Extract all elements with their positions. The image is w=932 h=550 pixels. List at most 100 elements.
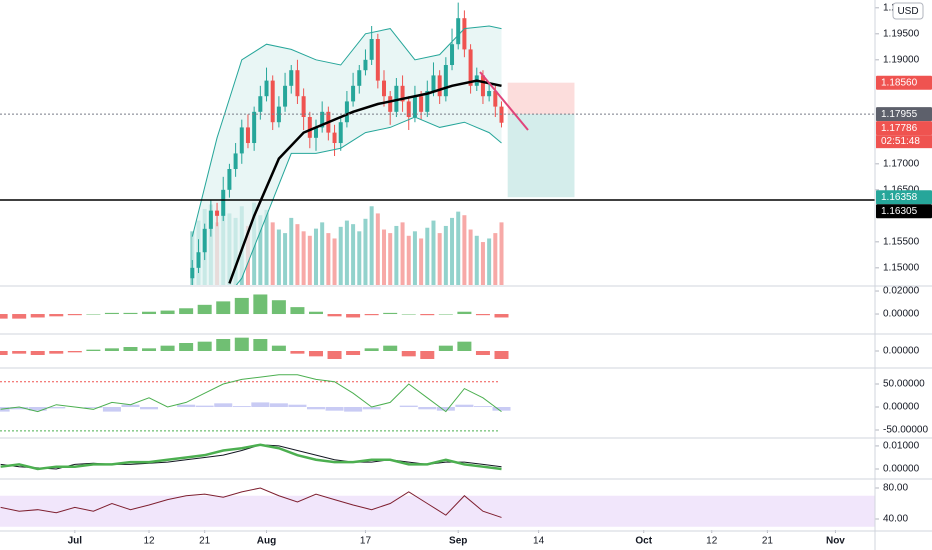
histogram-bar <box>438 314 453 315</box>
histogram-bar <box>104 312 119 315</box>
histogram-bar <box>234 337 249 351</box>
oscillator-bar <box>455 404 474 408</box>
histogram-bar <box>290 351 305 354</box>
oscillator-bar <box>473 406 492 408</box>
volume-bar <box>462 215 467 285</box>
candle-body <box>338 122 343 144</box>
x-tick-label: Sep <box>449 536 467 547</box>
oscillator-bar <box>140 407 159 410</box>
currency-box <box>892 2 924 20</box>
volume-bar <box>450 217 455 285</box>
candle-body <box>456 18 461 45</box>
histogram-bar <box>364 348 379 351</box>
y-tick-label: -50.00000 <box>883 425 928 436</box>
volume-bar <box>406 235 411 285</box>
histogram-bar <box>364 314 379 316</box>
histogram-bar <box>290 307 305 315</box>
candle-body <box>252 111 257 144</box>
histogram-bar <box>179 343 194 351</box>
oscillator-bar <box>492 407 511 411</box>
position-risk <box>507 82 575 115</box>
y-tick-label: 1.17000 <box>883 158 920 169</box>
oscillator-bar <box>269 403 288 408</box>
candle-body <box>289 70 294 86</box>
overlay-line <box>228 79 502 284</box>
x-tick-label: Oct <box>635 536 652 547</box>
histogram-bar <box>142 311 157 315</box>
y-tick-label: 0.00000 <box>883 464 920 475</box>
candle-body <box>313 127 318 138</box>
oscillator-bar <box>214 403 233 408</box>
oscillator-bar <box>399 405 418 408</box>
histogram-bar <box>438 345 453 351</box>
histogram-bar <box>179 308 194 315</box>
volume-bar <box>363 218 368 285</box>
volume-bar <box>258 215 263 285</box>
candle-body <box>320 111 325 128</box>
candle-body <box>190 267 195 279</box>
candle-body <box>344 101 349 123</box>
overlay-line <box>191 25 502 237</box>
candle-body <box>382 80 387 97</box>
histogram-bar <box>67 351 82 353</box>
oscillator-bar <box>418 407 437 410</box>
oscillator-bar <box>232 406 251 408</box>
indicator-line <box>0 443 502 471</box>
oscillator-bar <box>0 407 10 412</box>
histogram-bar <box>197 304 212 315</box>
histogram-bar <box>0 351 8 355</box>
oscillator-bar <box>84 407 103 408</box>
histogram-bar <box>253 339 268 351</box>
histogram-bar <box>271 345 286 351</box>
y-tick-label: 40.00 <box>883 514 908 525</box>
histogram-bar <box>494 351 509 359</box>
oscillator-bar <box>306 407 325 410</box>
oscillator-bar <box>28 407 47 411</box>
histogram-bar <box>12 314 27 319</box>
price-tag <box>876 204 932 219</box>
y-tick-label: 1.15500 <box>883 236 920 247</box>
oscillator-bar <box>177 404 196 408</box>
candle-body <box>369 39 374 60</box>
x-tick-label: Nov <box>826 536 845 547</box>
histogram-bar <box>346 314 361 318</box>
candle-body <box>245 127 250 144</box>
histogram-bar <box>327 314 342 317</box>
candle-body <box>406 101 411 118</box>
candle-body <box>388 96 393 112</box>
candle-body <box>493 91 498 107</box>
volume-bar <box>357 231 362 285</box>
volume-bar <box>326 233 331 285</box>
y-tick-label: 0.00000 <box>883 346 920 357</box>
candle-body <box>394 85 399 112</box>
y-tick-label: 1.16500 <box>883 184 920 195</box>
x-tick-label: 17 <box>360 536 372 547</box>
candle-body <box>239 127 244 154</box>
candle-body <box>196 252 201 268</box>
histogram-bar <box>30 314 45 318</box>
candle-body <box>419 96 424 112</box>
price-tag <box>876 190 932 205</box>
x-tick-label: 14 <box>533 536 545 547</box>
candle-body <box>412 96 417 118</box>
volume-bar <box>388 233 393 285</box>
oscillator-bar <box>288 404 307 408</box>
rsi-band <box>0 495 875 527</box>
candle-body <box>425 91 430 112</box>
oscillator-bar <box>121 404 140 408</box>
volume-bar <box>480 242 485 285</box>
candle-body <box>283 85 288 107</box>
volume-bar <box>313 228 318 285</box>
oscillator-bar <box>325 407 344 411</box>
candle-body <box>499 106 504 123</box>
y-tick-label: 0.00000 <box>883 309 920 320</box>
histogram-bar <box>346 351 361 355</box>
candle-body <box>487 91 492 97</box>
histogram-bar <box>383 345 398 351</box>
price-tag-label: 1.16305 <box>881 206 918 217</box>
x-tick-label: 12 <box>706 536 718 547</box>
volume-bar <box>283 233 288 285</box>
candle-body <box>375 39 380 81</box>
